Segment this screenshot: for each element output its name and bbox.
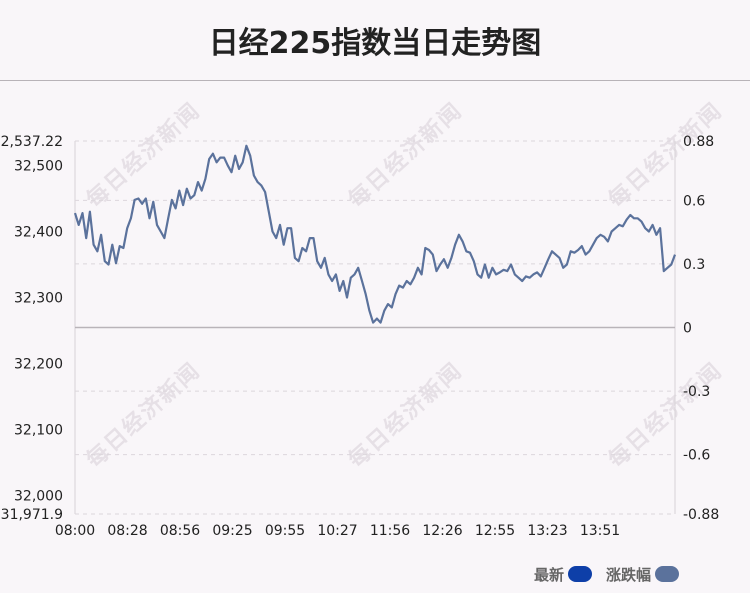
y-left-tick-label: 32,100 [14,422,63,438]
y-left-tick-label: 32,000 [14,488,63,504]
y-right-tick-label: -0.6 [683,448,710,464]
x-tick-label: 09:25 [212,523,252,539]
legend-swatch [655,566,680,582]
y-right-tick-label: -0.88 [683,507,719,523]
y-left-min-label: 31,971.9 [1,507,63,523]
x-tick-label: 08:56 [160,523,200,539]
chart-title: 日经225指数当日走势图 [208,26,542,61]
series-line [73,144,677,324]
y-left-tick-label: 32,400 [14,225,63,241]
title-divider [0,80,750,81]
x-tick-label: 11:56 [370,523,410,539]
legend: 最新 涨跌幅 [520,563,680,585]
y-right-tick-label: 0.3 [683,257,705,273]
legend-swatch [568,566,593,582]
x-tick-label: 13:23 [527,523,567,539]
x-tick-label: 09:55 [265,523,305,539]
y-left-tick-label: 32,500 [14,159,63,175]
y-left-max-label: 32,537.22 [0,134,63,150]
y-left-tick-label: 32,300 [14,291,63,307]
y-right-tick-label: 0 [683,321,692,337]
x-tick-label: 08:28 [107,523,147,539]
x-tick-label: 12:26 [422,523,462,539]
legend-item: 最新 [534,564,593,585]
y-left-tick-label: 32,200 [14,356,63,372]
x-tick-label: 13:51 [580,523,620,539]
legend-item: 涨跌幅 [606,564,680,585]
legend-label: 涨跌幅 [606,565,652,584]
y-right-tick-label: 0.6 [683,193,705,209]
y-right-tick-label: -0.3 [683,384,710,400]
x-tick-label: 10:27 [317,523,357,539]
legend-label: 最新 [534,565,565,584]
x-tick-label: 12:55 [475,523,515,539]
x-tick-label: 08:00 [55,523,95,539]
y-right-tick-label: 0.88 [683,134,714,150]
